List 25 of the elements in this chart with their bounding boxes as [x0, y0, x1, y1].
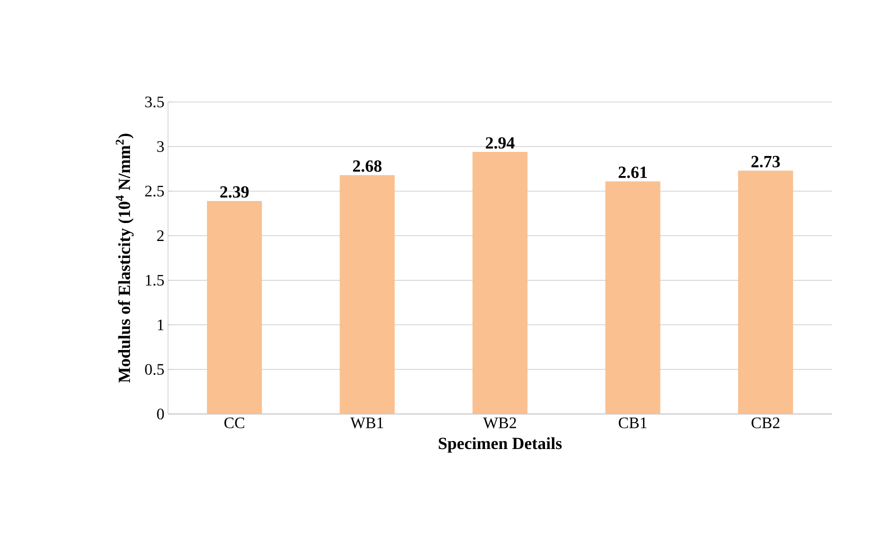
y-axis-title: Modulus of Elasticity (10$^{4}$ N/mm$^{2}$) — [116, 134, 134, 383]
x-tick-label: WB1 — [350, 418, 384, 428]
y-tick-label: 2.5 — [145, 186, 164, 197]
x-tick-label: CC — [224, 418, 244, 428]
bar — [340, 175, 395, 414]
data-label: 2.94 — [486, 137, 515, 149]
bar — [738, 170, 794, 414]
data-label: 2.39 — [220, 186, 249, 198]
y-tick-label: 3 — [157, 141, 164, 152]
x-tick-label: CB2 — [752, 418, 780, 428]
y-tick-label: 1.5 — [146, 274, 164, 286]
data-label: 2.61 — [618, 166, 647, 178]
x-axis-title: Specimen Details — [438, 437, 562, 453]
bar — [206, 200, 262, 414]
y-tick-label: 2 — [157, 230, 164, 241]
y-tick-label: 0.5 — [145, 364, 164, 375]
data-label: 2.68 — [353, 160, 382, 172]
x-tick-label: CB1 — [618, 418, 647, 428]
y-tick-label: 1 — [158, 320, 164, 330]
x-tick-label: WB2 — [483, 418, 516, 428]
bar — [472, 152, 528, 414]
bar — [605, 181, 660, 414]
y-tick-label: 3.5 — [145, 96, 164, 108]
data-label: 2.73 — [751, 156, 780, 168]
y-tick-label: 0 — [157, 408, 164, 420]
